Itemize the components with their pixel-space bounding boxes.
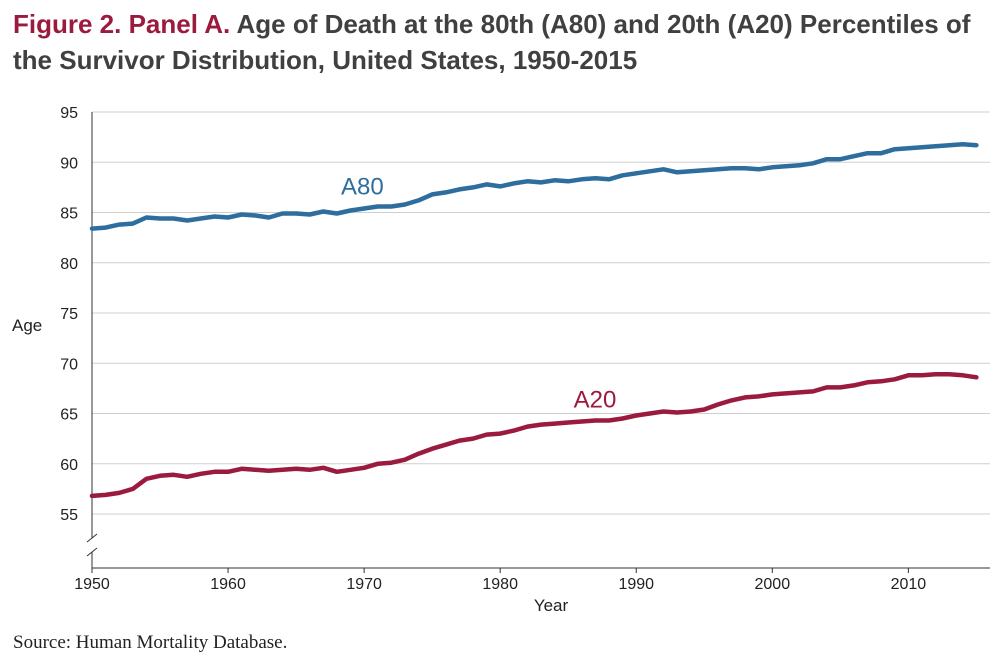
y-tick-label: 95 <box>60 105 78 122</box>
axes <box>86 112 990 569</box>
x-tick-label: 2010 <box>891 576 927 593</box>
figure-label: Figure 2. Panel A. <box>13 9 231 39</box>
y-tick-label: 85 <box>60 206 78 223</box>
series-line-a20 <box>89 372 979 499</box>
x-tick-label: 1980 <box>482 576 518 593</box>
series-line-a80 <box>89 141 979 231</box>
x-tick-label: 1970 <box>346 576 382 593</box>
x-tick-labels: 1950 1960 1970 1980 1990 2000 2010 <box>74 568 926 593</box>
y-tick-labels: 55 60 65 70 75 80 85 90 95 <box>60 105 78 524</box>
y-tick-label: 75 <box>60 306 78 323</box>
series-label-a20: A20 <box>574 386 617 413</box>
chart-title: Figure 2. Panel A. Age of Death at the 8… <box>13 6 998 78</box>
x-axis-label: Year <box>534 596 569 615</box>
x-tick-label: 1950 <box>74 576 110 593</box>
grid-lines <box>92 111 990 515</box>
series-label-a80: A80 <box>341 173 384 200</box>
x-tick-label: 1990 <box>618 576 654 593</box>
x-tick-label: 2000 <box>755 576 791 593</box>
series-lines <box>89 141 979 499</box>
axis-break-mark <box>86 533 98 557</box>
chart-title-text: Age of Death at the 80th (A80) and 20th … <box>13 9 971 75</box>
y-tick-label: 60 <box>60 457 78 474</box>
y-tick-label: 80 <box>60 256 78 273</box>
y-tick-label: 90 <box>60 155 78 172</box>
x-tick-label: 1960 <box>210 576 246 593</box>
y-tick-label: 65 <box>60 407 78 424</box>
y-axis-label: Age <box>12 316 42 335</box>
source-note: Source: Human Mortality Database. <box>13 632 288 653</box>
y-tick-label: 70 <box>60 356 78 373</box>
y-tick-label: 55 <box>60 507 78 524</box>
line-chart: 55 60 65 70 75 80 85 90 95 1950 1960 1970 1980 1990 2… <box>12 105 990 615</box>
